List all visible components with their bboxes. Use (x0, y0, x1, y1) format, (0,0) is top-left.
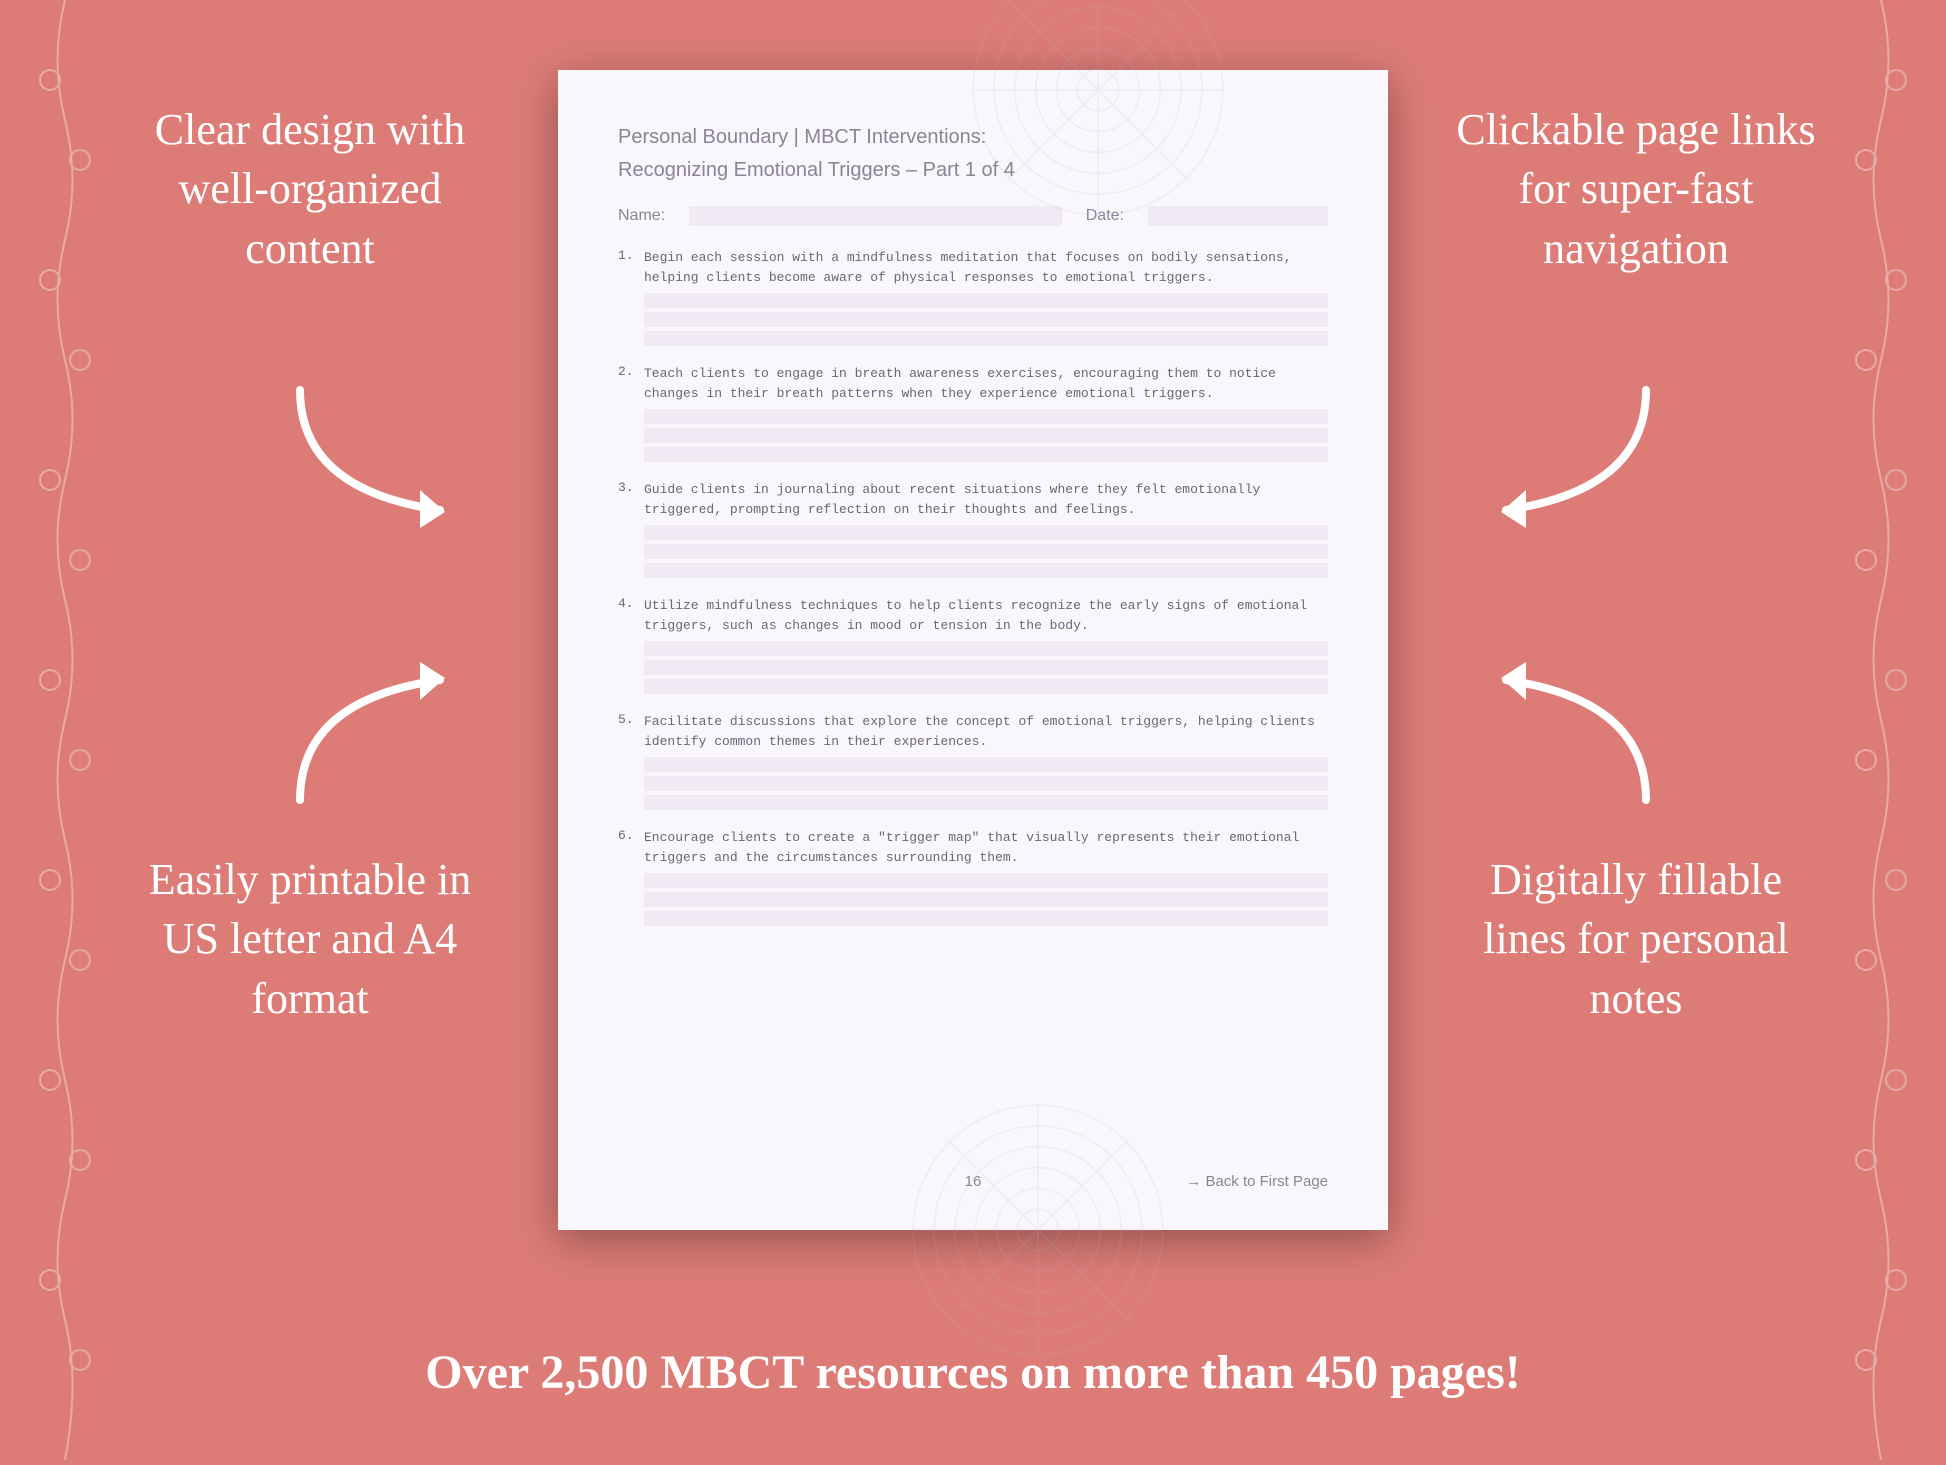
item-number: 1. (618, 248, 636, 287)
arrow-bottom-right-icon (1466, 660, 1666, 820)
item-text: Teach clients to engage in breath awaren… (644, 364, 1328, 403)
item-fill-lines[interactable] (644, 757, 1328, 810)
callout-bottom-right: Digitally fillable lines for personal no… (1456, 850, 1816, 1028)
mandala-decoration-bottom-icon (908, 1100, 1168, 1360)
arrow-top-right-icon (1466, 370, 1666, 530)
floral-border-left (20, 0, 110, 1460)
item-number: 6. (618, 828, 636, 867)
worksheet-item: 1.Begin each session with a mindfulness … (618, 248, 1328, 346)
item-number: 5. (618, 712, 636, 751)
worksheet-item: 6.Encourage clients to create a "trigger… (618, 828, 1328, 926)
arrow-bottom-left-icon (280, 660, 480, 820)
item-fill-lines[interactable] (644, 525, 1328, 578)
arrow-top-left-icon (280, 370, 480, 530)
bottom-banner-text: Over 2,500 MBCT resources on more than 4… (0, 1345, 1946, 1400)
worksheet-item: 2.Teach clients to engage in breath awar… (618, 364, 1328, 462)
page-number: 16 (965, 1173, 982, 1190)
item-fill-lines[interactable] (644, 409, 1328, 462)
callout-top-right: Clickable page links for super-fast navi… (1456, 100, 1816, 278)
worksheet-item: 5.Facilitate discussions that explore th… (618, 712, 1328, 810)
callout-top-left: Clear design with well-organized content (130, 100, 490, 278)
item-number: 3. (618, 480, 636, 519)
item-text: Encourage clients to create a "trigger m… (644, 828, 1328, 867)
worksheet-footer: 16 → Back to First Page (618, 1173, 1328, 1190)
name-label: Name: (618, 207, 665, 225)
worksheet-page: Personal Boundary | MBCT Interventions: … (558, 70, 1388, 1230)
callout-bottom-left: Easily printable in US letter and A4 for… (130, 850, 490, 1028)
back-to-first-page-link[interactable]: → Back to First Page (1186, 1173, 1328, 1190)
item-number: 4. (618, 596, 636, 635)
item-fill-lines[interactable] (644, 873, 1328, 926)
item-fill-lines[interactable] (644, 293, 1328, 346)
item-text: Facilitate discussions that explore the … (644, 712, 1328, 751)
worksheet-item: 3.Guide clients in journaling about rece… (618, 480, 1328, 578)
worksheet-item: 4.Utilize mindfulness techniques to help… (618, 596, 1328, 694)
mandala-decoration-top-icon (968, 0, 1228, 220)
item-text: Guide clients in journaling about recent… (644, 480, 1328, 519)
item-fill-lines[interactable] (644, 641, 1328, 694)
item-text: Utilize mindfulness techniques to help c… (644, 596, 1328, 635)
item-number: 2. (618, 364, 636, 403)
floral-border-right (1836, 0, 1926, 1460)
item-text: Begin each session with a mindfulness me… (644, 248, 1328, 287)
